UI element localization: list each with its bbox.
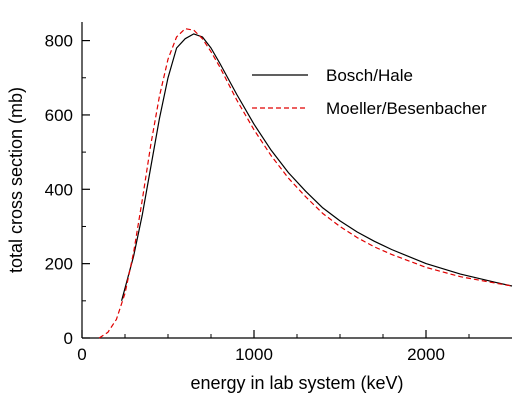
- legend: Bosch/Hale Moeller/Besenbacher: [252, 66, 487, 118]
- legend-label-moeller-besenbacher: Moeller/Besenbacher: [326, 99, 487, 118]
- x-tick-label: 0: [77, 345, 86, 364]
- y-tick-label: 400: [45, 180, 73, 199]
- series-lines: [98, 28, 513, 339]
- x-axis-title: energy in lab system (keV): [190, 373, 403, 393]
- ticks: 0 1000 2000 0 200 400 600 800: [45, 32, 470, 364]
- y-axis-title: total cross section (mb): [6, 87, 26, 273]
- x-tick-label: 2000: [407, 345, 445, 364]
- x-tick-label: 1000: [235, 345, 273, 364]
- y-tick-label: 800: [45, 32, 73, 51]
- series-line-bosch-hale: [121, 33, 513, 301]
- axes: [81, 22, 512, 339]
- y-tick-label: 600: [45, 106, 73, 125]
- y-tick-label: 200: [45, 255, 73, 274]
- series-line-moeller-besenbacher: [98, 28, 513, 339]
- y-tick-label: 0: [64, 329, 73, 348]
- legend-label-bosch-hale: Bosch/Hale: [326, 66, 413, 85]
